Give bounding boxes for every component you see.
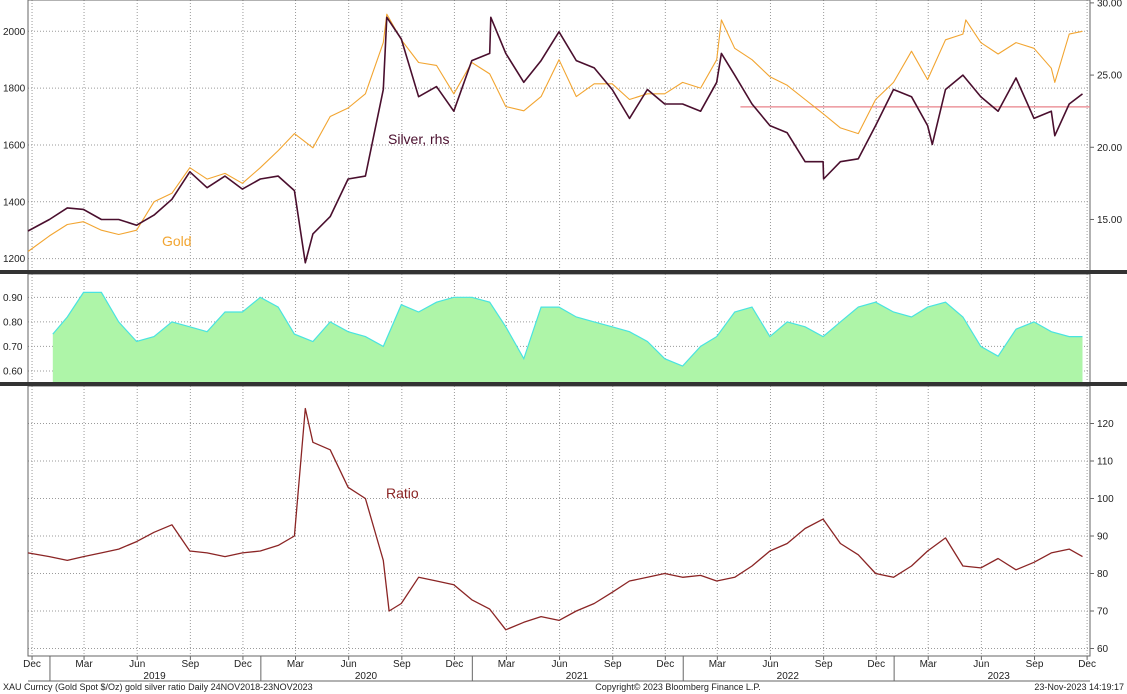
left-tick-label: 1800 [3, 84, 26, 95]
right-tick-label: 20.00 [1097, 143, 1122, 154]
right-tick-label: 120 [1097, 419, 1114, 430]
year-tick-label: 2021 [566, 671, 589, 682]
footer-timestamp: 23-Nov-2023 14:19:17 [1034, 682, 1124, 692]
month-tick-label: Mar [920, 659, 938, 670]
right-tick-label: 90 [1097, 532, 1109, 543]
left-tick-label: 0.70 [3, 342, 23, 353]
month-tick-label: Jun [341, 659, 357, 670]
right-tick-label: 60 [1097, 644, 1109, 655]
chart-marks [27, 13, 1090, 631]
year-tick-label: 2023 [988, 671, 1011, 682]
gold-line [27, 13, 1083, 252]
left-tick-label: 1400 [3, 197, 26, 208]
footer-copyright: Copyright© 2023 Bloomberg Finance L.P. [595, 682, 761, 692]
month-tick-label: Dec [867, 659, 885, 670]
month-tick-label: Mar [498, 659, 516, 670]
year-tick-label: 2022 [777, 671, 800, 682]
gold-series-label: Gold [162, 233, 192, 249]
month-tick-label: Jun [552, 659, 568, 670]
ratio-line [27, 407, 1083, 631]
panel-splitter-top[interactable] [0, 270, 1127, 274]
left-tick-label: 1200 [3, 254, 26, 265]
silver-series-label: Silver, rhs [388, 131, 449, 147]
silver-line [27, 16, 1083, 264]
month-tick-label: Sep [181, 659, 199, 670]
left-tick-label: 0.60 [3, 366, 23, 377]
panel-splitter-bottom[interactable] [0, 382, 1127, 386]
ratio-series-label: Ratio [386, 485, 419, 501]
left-tick-label: 0.80 [3, 317, 23, 328]
month-tick-label: Mar [75, 659, 93, 670]
right-tick-label: 15.00 [1097, 215, 1122, 226]
bottom-panel-frame [27, 385, 1091, 657]
correlation-line [52, 291, 1083, 367]
left-tick-label: 1600 [3, 140, 26, 151]
axis-labels: 1200 1400 1600 1800 2000 15.00 20.00 25.00 30.00… [3, 0, 1122, 682]
month-tick-label: Dec [234, 659, 252, 670]
right-tick-label: 110 [1097, 457, 1113, 468]
right-tick-label: 30.00 [1097, 0, 1122, 9]
month-tick-label: Dec [656, 659, 674, 670]
month-tick-label: Jun [762, 659, 778, 670]
right-tick-label: 100 [1097, 494, 1114, 505]
month-tick-label: Sep [1026, 659, 1044, 670]
year-tick-label: 2020 [355, 671, 378, 682]
month-tick-label: Jun [129, 659, 145, 670]
month-tick-label: Sep [604, 659, 622, 670]
left-tick-label: 2000 [3, 27, 26, 38]
month-tick-label: Jun [973, 659, 989, 670]
month-tick-label: Dec [1078, 659, 1096, 670]
footer-description: XAU Curncy (Gold Spot $/Oz) gold silver … [3, 682, 313, 692]
month-tick-label: Dec [446, 659, 464, 670]
month-tick-label: Dec [23, 659, 41, 670]
month-tick-label: Mar [709, 659, 727, 670]
correlation-area [52, 292, 1083, 382]
month-tick-label: Sep [815, 659, 833, 670]
month-tick-label: Sep [393, 659, 411, 670]
left-tick-label: 0.90 [3, 293, 23, 304]
right-tick-label: 25.00 [1097, 71, 1122, 82]
right-tick-label: 80 [1097, 569, 1109, 580]
year-tick-label: 2019 [143, 671, 166, 682]
right-tick-label: 70 [1097, 607, 1109, 618]
month-tick-label: Mar [287, 659, 305, 670]
